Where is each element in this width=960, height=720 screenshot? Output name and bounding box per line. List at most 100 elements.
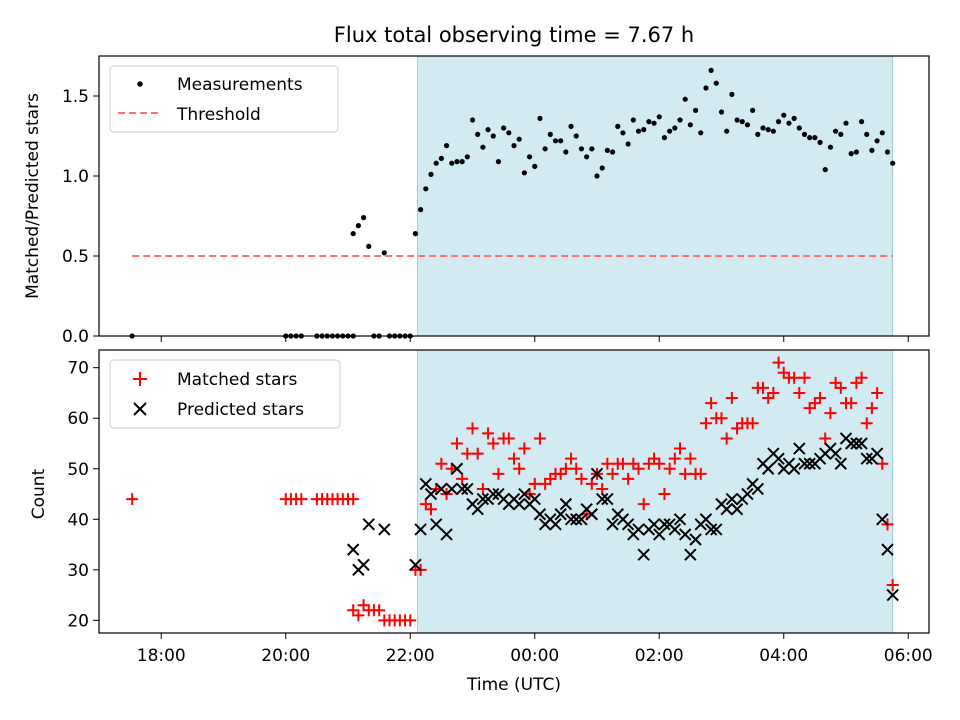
- measurement-point: [501, 125, 507, 131]
- predicted-star-point: [362, 518, 375, 531]
- x-tick-label: 02:00: [635, 646, 684, 666]
- matched-star-point: [373, 604, 386, 617]
- top-y-tick-label: 0.5: [62, 247, 89, 267]
- matched-star-point: [886, 578, 899, 591]
- predicted-star-point: [850, 437, 863, 450]
- matched-star-point: [616, 457, 629, 470]
- matched-star-point: [699, 417, 712, 430]
- measurement-point: [770, 128, 776, 134]
- matched-star-point: [705, 397, 718, 410]
- measurement-point: [750, 107, 756, 113]
- measurement-point: [786, 120, 792, 126]
- measurement-point: [350, 231, 356, 237]
- predicted-star-point: [429, 518, 443, 531]
- measurement-point: [641, 127, 647, 133]
- predicted-star-point: [860, 452, 873, 465]
- measurement-point: [838, 131, 844, 137]
- measurement-point: [480, 144, 486, 150]
- matched-star-point: [471, 447, 484, 460]
- x-tick-label: 22:00: [386, 646, 435, 666]
- matched-star-point: [559, 462, 572, 475]
- measurement-point: [739, 119, 745, 125]
- matched-star-point: [570, 462, 583, 475]
- matched-star-point: [762, 392, 775, 405]
- measurement-point: [366, 243, 372, 249]
- measurement-point: [475, 131, 481, 137]
- predicted-star-point: [761, 462, 775, 475]
- matched-star-point: [757, 381, 769, 394]
- measurement-point: [552, 138, 559, 144]
- x-axis-label: Time (UTC): [466, 675, 561, 695]
- matched-star-point: [679, 467, 692, 480]
- measurement-point: [692, 107, 699, 113]
- measurement-point: [490, 133, 496, 139]
- matched-star-point: [674, 442, 686, 455]
- x-tick-label: 06:00: [884, 646, 933, 666]
- predicted-star-point: [632, 523, 645, 536]
- measurement-point: [464, 154, 470, 160]
- predicted-star-point: [595, 492, 609, 506]
- predicted-star-point: [855, 437, 868, 450]
- predicted-star-point: [668, 523, 682, 536]
- x-tick-label: 18:00: [137, 646, 186, 666]
- matched-star-point: [492, 467, 505, 480]
- measurement-point: [890, 160, 896, 166]
- predicted-star-point: [419, 477, 433, 491]
- bottom-legend: Matched stars Predicted stars: [109, 359, 341, 429]
- predicted-star-point: [844, 437, 858, 450]
- matched-star-point: [435, 457, 448, 470]
- measurement-point: [412, 231, 419, 237]
- matched-star-point: [585, 477, 598, 490]
- measurement-point: [672, 125, 678, 131]
- measurement-point: [511, 143, 517, 149]
- matched-star-point: [871, 386, 884, 399]
- predicted-star-point: [564, 513, 578, 526]
- predicted-star-point: [653, 528, 666, 541]
- matched-star-point: [533, 432, 546, 445]
- legend-predicted-label: Predicted stars: [177, 400, 304, 420]
- predicted-star-point: [533, 508, 547, 521]
- bottom-plot-marks: [126, 356, 899, 627]
- measurement-point: [516, 136, 522, 142]
- matched-star-point: [658, 488, 671, 501]
- measurement-point: [817, 139, 823, 145]
- matched-star-point: [347, 604, 360, 617]
- matched-star-point: [834, 381, 847, 394]
- measurement-point: [495, 159, 502, 165]
- measurement-point: [843, 120, 849, 126]
- measurement-point: [858, 119, 865, 125]
- predicted-star-point: [590, 467, 604, 481]
- matched-star-point: [606, 467, 619, 480]
- predicted-star-point: [798, 457, 811, 470]
- matched-star-point: [648, 452, 661, 465]
- measurement-point: [360, 215, 367, 221]
- matched-star-point: [725, 392, 738, 405]
- measurement-point: [677, 117, 683, 123]
- measurement-point: [874, 138, 880, 144]
- matched-star-point: [829, 376, 842, 389]
- predicted-star-point: [829, 447, 842, 460]
- predicted-star-point: [606, 518, 619, 531]
- matched-star-point: [518, 442, 531, 455]
- predicted-star-point: [772, 452, 785, 465]
- predicted-star-point: [471, 502, 484, 516]
- measurement-point: [615, 123, 621, 129]
- matched-star-point: [720, 432, 733, 445]
- measurement-point: [438, 155, 444, 161]
- x-tick-label: 04:00: [759, 646, 808, 666]
- predicted-star-point: [699, 513, 713, 526]
- top-axes-frame: [98, 55, 930, 337]
- measurement-point: [558, 138, 564, 144]
- measurement-point: [646, 119, 652, 125]
- measurement-point: [724, 128, 730, 134]
- predicted-star-point: [658, 518, 671, 531]
- matched-star-point: [357, 599, 370, 612]
- measurement-point: [765, 127, 771, 133]
- legend-measurements-label: Measurements: [177, 75, 303, 95]
- predicted-star-point: [886, 588, 899, 602]
- measurement-point: [584, 154, 590, 160]
- measurement-point: [801, 131, 808, 137]
- matched-star-point: [425, 503, 437, 516]
- measurement-point: [884, 149, 891, 155]
- measurement-point: [734, 117, 740, 123]
